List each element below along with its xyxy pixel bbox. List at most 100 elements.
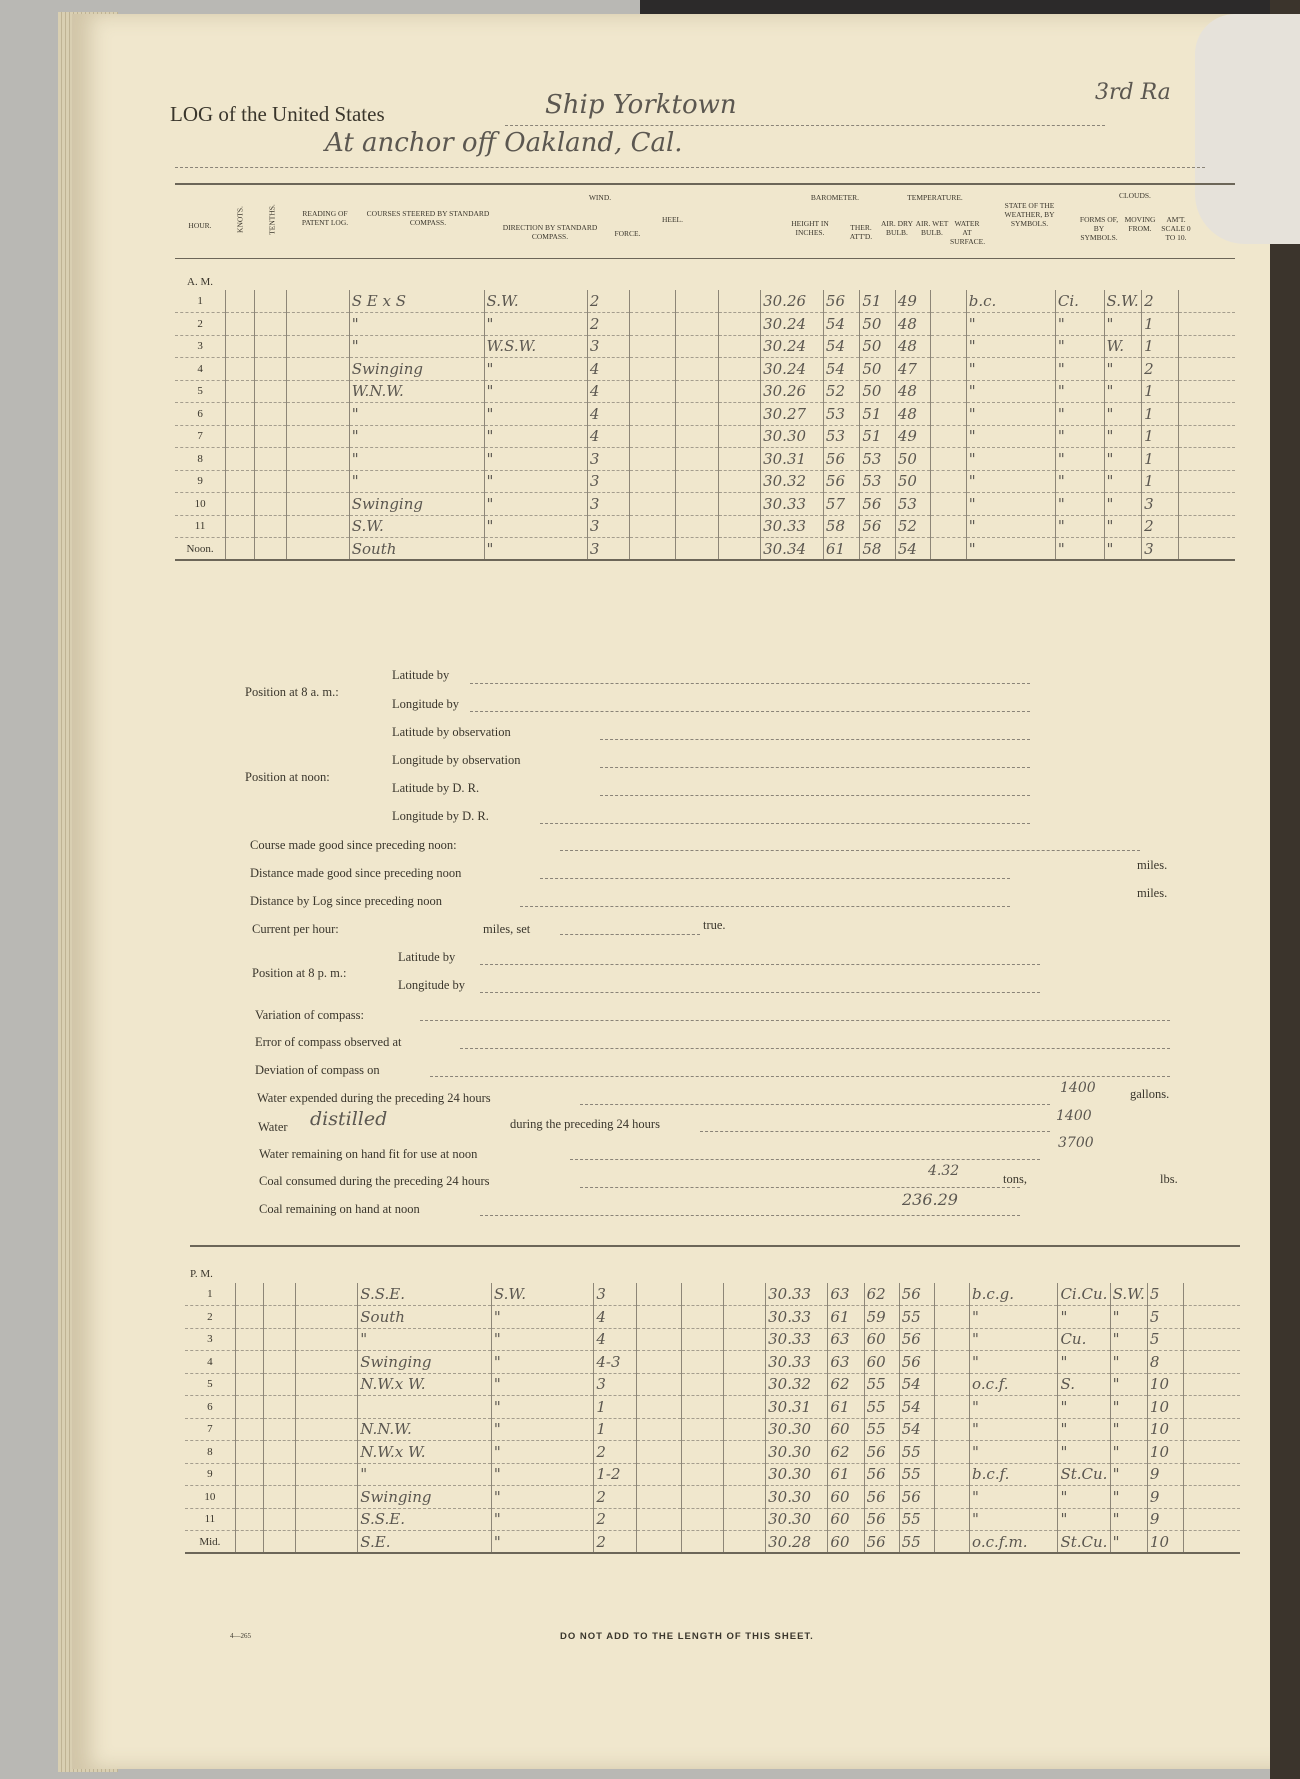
log-cell: 53 (859, 447, 896, 471)
log-cell (717, 425, 761, 448)
log-cell (680, 1305, 724, 1329)
hour-cell: 10 (175, 492, 226, 516)
coal-consumed: Coal consumed during the preceding 24 ho… (259, 1174, 490, 1188)
water-distilled: distilled (310, 1108, 388, 1130)
log-cell: " (1103, 425, 1142, 448)
log-cell (717, 470, 761, 493)
log-cell: W. (1103, 335, 1142, 358)
log-cell (680, 1350, 724, 1374)
table-row: 2 " " 2 30.24 54 50 48 " " " 1 (175, 312, 1235, 336)
log-cell (675, 380, 719, 403)
log-cell: 56 (859, 515, 896, 538)
log-cell (933, 1283, 970, 1306)
log-cell (253, 335, 287, 358)
log-cell (285, 357, 350, 381)
log-cell (225, 470, 255, 493)
log-cell (285, 312, 350, 336)
fill-line (580, 1187, 1020, 1188)
log-cell: " (483, 537, 588, 561)
log-cell (635, 1305, 682, 1329)
log-cell (680, 1463, 724, 1486)
log-cell: 57 (822, 492, 860, 516)
log-cell: Ci. (1054, 290, 1105, 313)
fill-line (700, 1131, 1050, 1132)
log-cell: 55 (863, 1418, 900, 1441)
log-cell (294, 1418, 358, 1441)
log-cell: " (483, 470, 588, 493)
log-cell: " (483, 492, 588, 516)
log-cell: " (348, 425, 485, 448)
log-cell: 3 (586, 335, 630, 358)
pos-noon-label: Position at noon: (245, 770, 330, 784)
log-cell: " (490, 1530, 594, 1554)
log-cell: " (490, 1463, 594, 1486)
log-cell: 56 (898, 1485, 935, 1509)
log-cell (629, 470, 676, 493)
log-cell: 60 (827, 1530, 865, 1554)
log-cell: 55 (898, 1440, 935, 1464)
log-cell (1177, 470, 1235, 493)
log-cell: South (357, 1305, 492, 1329)
log-cell: 1 (1141, 312, 1179, 336)
log-cell: 10 (1146, 1418, 1184, 1441)
log-cell (1183, 1395, 1240, 1419)
log-cell: " (490, 1328, 594, 1351)
log-cell (1183, 1328, 1240, 1351)
log-cell (234, 1395, 264, 1419)
log-cell (1183, 1283, 1240, 1306)
log-cell: 9 (1146, 1485, 1184, 1509)
log-cell (294, 1283, 358, 1306)
log-cell (1183, 1508, 1240, 1531)
log-cell (1177, 380, 1235, 403)
log-cell: N.N.W. (357, 1418, 492, 1441)
hour-cell: 11 (175, 515, 226, 538)
log-cell (285, 335, 350, 358)
log-cell: " (490, 1350, 594, 1374)
pos-8pm-lon: Longitude by (398, 978, 466, 992)
log-cell: S.W. (483, 290, 588, 313)
log-cell: 60 (827, 1508, 865, 1531)
log-cell (285, 537, 350, 561)
col-wind: Wind. (588, 193, 612, 202)
miles-1: miles. (1137, 858, 1168, 872)
log-cell: 3 (586, 492, 630, 516)
log-cell (294, 1463, 358, 1486)
log-cell: " (1103, 537, 1142, 561)
pos-8am-label: Position at 8 a. m.: (245, 685, 339, 699)
log-cell (675, 357, 719, 381)
log-cell: W.N.W. (348, 380, 485, 403)
log-cell: " (965, 312, 1056, 336)
log-cell: 56 (898, 1283, 935, 1306)
log-cell: " (1109, 1530, 1148, 1554)
col-knots: Knots. (235, 206, 245, 233)
log-cell (294, 1440, 358, 1464)
log-cell: " (1054, 515, 1105, 538)
coal-remaining-value: 236.29 (902, 1190, 958, 1209)
log-cell: 55 (898, 1508, 935, 1531)
log-cell: " (1054, 492, 1105, 516)
log-cell (253, 425, 287, 448)
log-cell: 3 (593, 1283, 637, 1306)
log-cell (253, 537, 287, 561)
log-cell: St.Cu. (1057, 1463, 1111, 1486)
log-cell: 60 (827, 1418, 865, 1441)
log-cell (294, 1395, 358, 1419)
log-cell (294, 1373, 358, 1396)
log-cell (234, 1508, 264, 1531)
log-cell: o.c.f.m. (969, 1530, 1058, 1554)
col-courses: Courses steered by standard compass. (366, 209, 490, 227)
log-cell: N.W.x W. (357, 1373, 492, 1396)
log-cell (930, 537, 967, 561)
log-cell (262, 1508, 296, 1531)
table-row: 9 " " 3 30.32 56 53 50 " " " 1 (175, 470, 1235, 493)
log-cell: 59 (863, 1305, 900, 1329)
log-cell: S.W. (490, 1283, 594, 1306)
log-cell: 54 (898, 1373, 935, 1396)
log-cell (262, 1485, 296, 1509)
log-cell: " (490, 1395, 594, 1419)
log-cell (675, 447, 719, 471)
log-cell: " (490, 1440, 594, 1464)
log-cell: " (965, 470, 1056, 493)
table-row: Mid. S.E. " 2 30.28 60 56 55 o.c.f.m. St.Cu. " 10 (185, 1530, 1240, 1554)
table-row: 10 Swinging " 2 30.30 60 56 56 " " " 9 (185, 1485, 1240, 1509)
